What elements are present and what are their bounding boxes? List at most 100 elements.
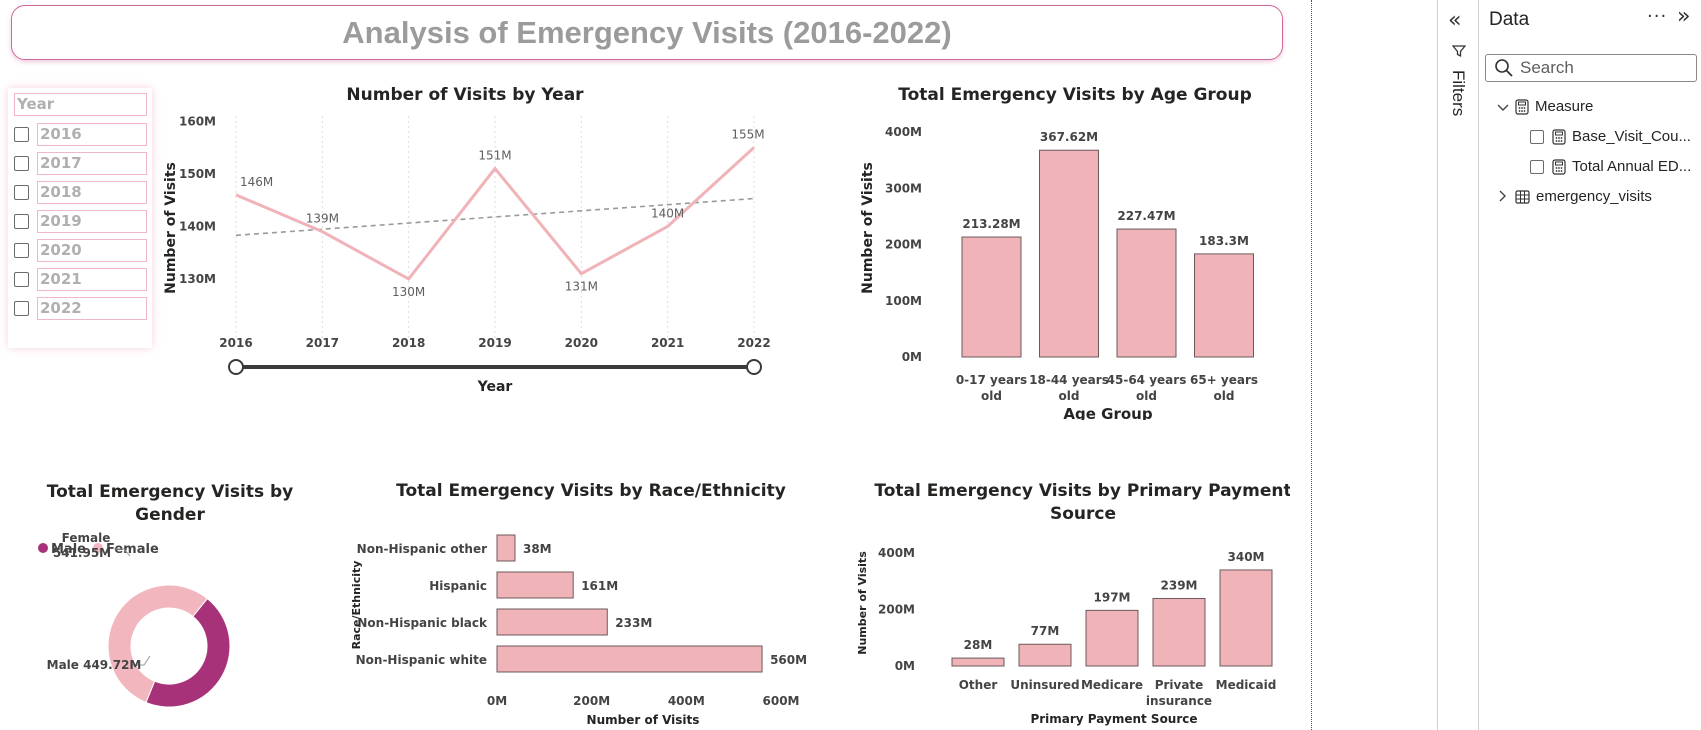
x-tick-label: Other — [959, 678, 998, 692]
x-tick-label: 2021 — [651, 336, 684, 350]
chart-title: Number of Visits by Year — [346, 85, 584, 105]
slicer-item[interactable]: 2016 — [14, 122, 154, 146]
x-axis-label: Age Group — [1063, 405, 1152, 420]
chart-title: Total Emergency Visits by Race/Ethnicity — [396, 481, 786, 501]
filters-pane[interactable]: « Filters — [1437, 0, 1479, 730]
slicer-item[interactable]: 2018 — [14, 180, 154, 204]
x-tick-label: 2022 — [737, 336, 770, 350]
data-label: 183.3M — [1199, 234, 1249, 248]
x-tick-label: 2019 — [478, 336, 511, 350]
slicer-checkbox[interactable] — [14, 242, 29, 258]
y-tick-label: Non-Hispanic black — [357, 616, 488, 630]
bar — [1116, 228, 1177, 358]
collapse-filters-icon[interactable]: « — [1448, 8, 1462, 33]
data-label: 77M — [1031, 624, 1060, 638]
bar — [1085, 609, 1139, 667]
tree-item[interactable]: Measure — [1495, 98, 1593, 115]
field-checkbox[interactable] — [1530, 129, 1544, 144]
slicer-item[interactable]: 2020 — [14, 238, 154, 262]
chart-title: Gender — [135, 505, 205, 525]
x-tick-label: 65+ years — [1190, 373, 1258, 387]
donut-slice — [107, 584, 209, 704]
x-tick-label: old — [1214, 389, 1235, 403]
chart-title: Total Emergency Visits by — [47, 482, 294, 502]
data-search-box[interactable] — [1485, 54, 1697, 82]
data-label: 146M — [240, 175, 273, 189]
data-label: 541.95M — [53, 546, 111, 560]
bar — [496, 534, 516, 562]
y-tick-label: 100M — [885, 294, 922, 308]
tree-item-label: Base_Visit_Cou... — [1572, 128, 1691, 145]
y-tick-label: 140M — [179, 219, 216, 233]
search-input[interactable] — [1520, 58, 1690, 78]
x-tick-label: 2020 — [565, 336, 598, 350]
y-axis-label: Number of Visits — [856, 551, 869, 655]
y-axis-label: Number of Visits — [163, 162, 179, 294]
data-label: 130M — [392, 285, 425, 299]
tree-item[interactable]: Total Annual ED... — [1530, 158, 1691, 175]
chart-svg: Total Emergency Visits by Race/Ethnicity… — [350, 481, 807, 727]
bar — [496, 571, 574, 599]
x-tick-label: Medicaid — [1216, 678, 1277, 692]
data-label: 233M — [615, 616, 652, 630]
visits-by-gender-donut-chart[interactable]: Total Emergency Visits by Gender Male Femal… — [20, 470, 320, 730]
bar — [1219, 569, 1273, 667]
y-axis-label: Number of Visits — [860, 162, 876, 294]
bar — [1152, 597, 1206, 667]
x-tick-label: 0M — [487, 694, 507, 708]
visits-by-year-line-chart[interactable]: Number of Visits by Year 2016 2017 2018 2019… — [160, 80, 800, 420]
slicer-item[interactable]: 2022 — [14, 296, 154, 320]
slicer-checkbox[interactable] — [14, 213, 29, 229]
x-tick-label: insurance — [1146, 694, 1212, 708]
data-label: 38M — [523, 542, 552, 556]
slicer-item[interactable]: 2017 — [14, 151, 154, 175]
tree-item[interactable]: Base_Visit_Cou... — [1530, 128, 1691, 145]
tree-item[interactable]: emergency_visits — [1495, 188, 1652, 205]
year-slicer: Year 2016 2017 2018 2019 2020 2021 2022 — [8, 88, 152, 348]
filters-label[interactable]: Filters — [1449, 70, 1468, 117]
slicer-checkbox[interactable] — [14, 126, 29, 142]
slicer-checkbox[interactable] — [14, 155, 29, 171]
bar — [951, 657, 1005, 667]
chevron-right-icon[interactable] — [1495, 189, 1511, 205]
field-checkbox[interactable] — [1530, 159, 1544, 174]
tree-item-label: emergency_visits — [1536, 188, 1652, 205]
x-tick-label: 2016 — [219, 336, 252, 350]
data-label: Male 449.72M — [47, 658, 142, 672]
y-tick-label: 130M — [179, 272, 216, 286]
chart-svg: Total Emergency Visits by Age Group 0M 100… — [860, 85, 1258, 420]
x-tick-label: 0-17 years — [956, 373, 1027, 387]
report-title: Analysis of Emergency Visits (2016-2022) — [342, 14, 952, 50]
y-tick-label: 0M — [895, 659, 915, 673]
x-axis-label: Year — [477, 379, 513, 395]
legend-label: Male — [51, 542, 86, 557]
y-tick-label: Non-Hispanic other — [357, 542, 487, 556]
slicer-checkbox[interactable] — [14, 184, 29, 200]
data-pane: Data ··· » Measure Base_Visit_Cou... Total… — [1479, 0, 1701, 730]
x-tick-label: old — [981, 389, 1002, 403]
bar — [496, 608, 608, 636]
y-tick-label: 200M — [885, 238, 922, 252]
expand-pane-icon[interactable]: » — [1677, 4, 1691, 29]
data-label: 227.47M — [1117, 209, 1175, 223]
more-options-icon[interactable]: ··· — [1647, 6, 1668, 27]
chevron-down-icon[interactable] — [1495, 99, 1511, 115]
calculator-icon — [1552, 158, 1566, 175]
y-tick-label: 160M — [179, 114, 216, 128]
donut-slice — [145, 597, 231, 708]
slicer-item[interactable]: 2021 — [14, 267, 154, 291]
slicer-item-label: 2022 — [37, 296, 147, 320]
visits-by-race-bar-chart[interactable]: Total Emergency Visits by Race/Ethnicity… — [340, 470, 860, 730]
data-label: 239M — [1161, 578, 1198, 592]
x-axis-label: Number of Visits — [587, 713, 700, 727]
x-tick-label: 45-64 years — [1107, 373, 1187, 387]
visits-by-age-bar-chart[interactable]: Total Emergency Visits by Age Group 0M 100… — [850, 80, 1280, 420]
y-tick-label: Hispanic — [429, 579, 487, 593]
y-tick-label: 400M — [878, 546, 915, 560]
slicer-checkbox[interactable] — [14, 271, 29, 287]
report-title-box: Analysis of Emergency Visits (2016-2022) — [11, 5, 1283, 60]
visits-by-payment-bar-chart[interactable]: Total Emergency Visits by Primary Paymen… — [850, 470, 1290, 730]
slicer-item[interactable]: 2019 — [14, 209, 154, 233]
slicer-checkbox[interactable] — [14, 300, 29, 316]
report-canvas: Analysis of Emergency Visits (2016-2022)… — [8, 0, 1312, 730]
